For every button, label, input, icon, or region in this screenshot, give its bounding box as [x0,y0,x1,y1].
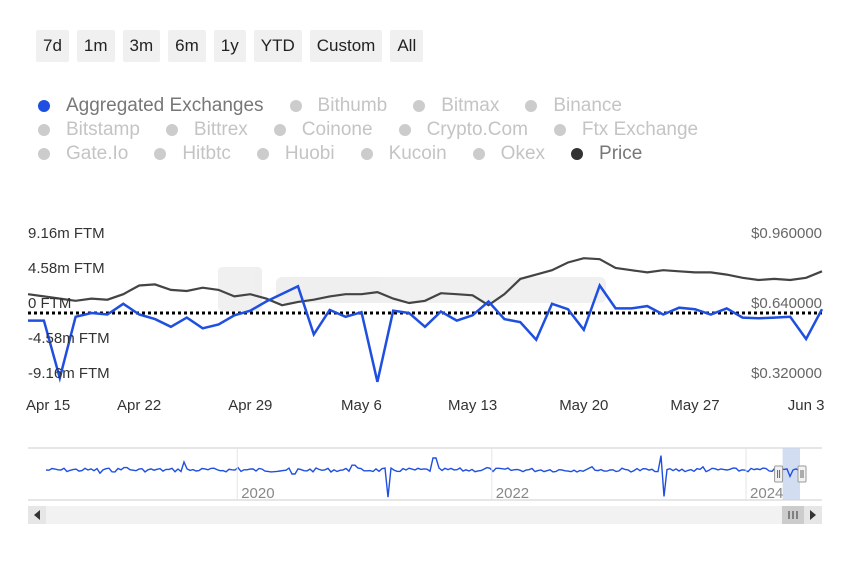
legend-label: Gate.Io [66,143,129,164]
legend-item-ftx-exchange[interactable]: Ftx Exchange [553,119,699,141]
x-tick-label: Apr 15 [26,397,70,414]
legend-label: Bitmax [441,95,500,116]
range-button-custom[interactable]: Custom [309,30,383,62]
legend-dot-icon [38,148,50,160]
navigator-series-line [45,455,800,498]
legend-label: Okex [500,143,546,164]
y-left-tick-label: 0 FTM [28,295,71,312]
y-right-tick-label: $0.320000 [751,365,822,382]
legend-dot-icon [398,124,411,136]
legend-dot-icon [154,148,167,160]
x-tick-label: May 27 [670,397,719,414]
legend-item-bithumb[interactable]: Bithumb [289,95,388,117]
legend-item-crypto-com[interactable]: Crypto.Com [398,119,528,141]
range-button-3m[interactable]: 3m [122,30,161,62]
legend-label: Huobi [284,143,335,164]
x-tick-label: Apr 29 [228,397,272,414]
y-left-tick-label: 4.58m FTM [28,260,105,277]
legend-item-okex[interactable]: Okex [472,143,546,165]
legend-dot-icon [413,100,426,112]
range-button-ytd[interactable]: YTD [253,30,302,62]
range-button-all[interactable]: All [390,30,424,62]
x-tick-label: May 20 [559,397,608,414]
x-tick-label: Jun 3 [788,397,825,414]
legend-dot-icon [256,148,269,160]
legend-label: Hitbtc [182,143,231,164]
legend-item-price[interactable]: Price [571,143,642,165]
legend-label: Binance [553,95,622,116]
legend-dot-icon [553,124,566,136]
x-tick-label: May 6 [341,397,382,414]
legend-row: Bitstamp Bittrex Coinone Crypto.Com Ftx Exch… [38,118,818,142]
range-button-1y[interactable]: 1y [213,30,246,62]
navigator-left-handle[interactable] [774,465,784,483]
legend-label: Kucoin [388,143,447,164]
legend-dot-icon [273,124,286,136]
navigator-tick-label: 2022 [496,485,529,502]
legend-item-bittrex[interactable]: Bittrex [165,119,248,141]
legend-row: Gate.Io Hitbtc Huobi Kucoin Okex Price [38,142,818,166]
legend-dot-icon [472,148,485,160]
legend-dot-icon [525,100,538,112]
legend-dot-icon [360,148,373,160]
legend-item-bitmax[interactable]: Bitmax [413,95,499,117]
x-tick-label: Apr 22 [117,397,161,414]
netflow-series-line [28,282,824,383]
range-selector: 7d 1m 3m 6m 1y YTD Custom All [36,30,424,62]
range-button-6m[interactable]: 6m [168,30,206,62]
legend-dot-icon [571,148,584,160]
scrollbar-track[interactable] [28,506,822,524]
legend-label: Bithumb [317,95,388,116]
legend-item-gate-io[interactable]: Gate.Io [38,143,128,165]
legend-item-huobi[interactable]: Huobi [256,143,335,165]
legend-label: Price [599,143,643,164]
legend-label: Coinone [301,119,373,140]
scrollbar-grip-icon [788,511,798,519]
legend-dot-icon [165,124,178,136]
main-chart: 9.16m FTM 4.58m FTM 0 FTM -4.58m FTM -9.16m … [26,225,825,414]
legend-dot-icon [38,100,50,112]
range-button-7d[interactable]: 7d [36,30,69,62]
legend-row: Aggregated Exchanges Bithumb Bitmax Binance [38,94,818,118]
legend-item-binance[interactable]: Binance [525,95,622,117]
legend-item-coinone[interactable]: Coinone [273,119,373,141]
legend-item-aggregated-exchanges[interactable]: Aggregated Exchanges [38,95,264,117]
legend-label: Aggregated Exchanges [66,95,264,116]
range-button-1m[interactable]: 1m [76,30,115,62]
legend-item-bitstamp[interactable]: Bitstamp [38,119,140,141]
legend-dot-icon [289,100,302,112]
navigator-tick-label: 2024 [750,485,783,502]
navigator[interactable]: 2020 2022 2024 [0,440,850,530]
y-right-tick-label: $0.640000 [751,295,822,312]
x-tick-label: May 13 [448,397,497,414]
legend-label: Bittrex [193,119,248,140]
y-left-tick-label: -9.16m FTM [28,365,110,382]
legend-label: Crypto.Com [426,119,528,140]
legend-label: Ftx Exchange [581,119,699,140]
watermark [218,267,606,311]
price-series-line [27,257,823,307]
scroll-right-arrow-icon [810,510,816,520]
navigator-right-handle[interactable] [797,465,807,483]
legend-label: Bitstamp [66,119,140,140]
legend-item-kucoin[interactable]: Kucoin [360,143,447,165]
y-left-tick-label: -4.58m FTM [28,330,110,347]
legend-item-hitbtc[interactable]: Hitbtc [154,143,231,165]
legend-dot-icon [38,124,50,136]
navigator-tick-label: 2020 [241,485,274,502]
y-left-tick-label: 9.16m FTM [28,225,105,242]
legend: Aggregated Exchanges Bithumb Bitmax Binance… [38,94,818,166]
scroll-left-arrow-icon [34,510,40,520]
y-right-tick-label: $0.960000 [751,225,822,242]
